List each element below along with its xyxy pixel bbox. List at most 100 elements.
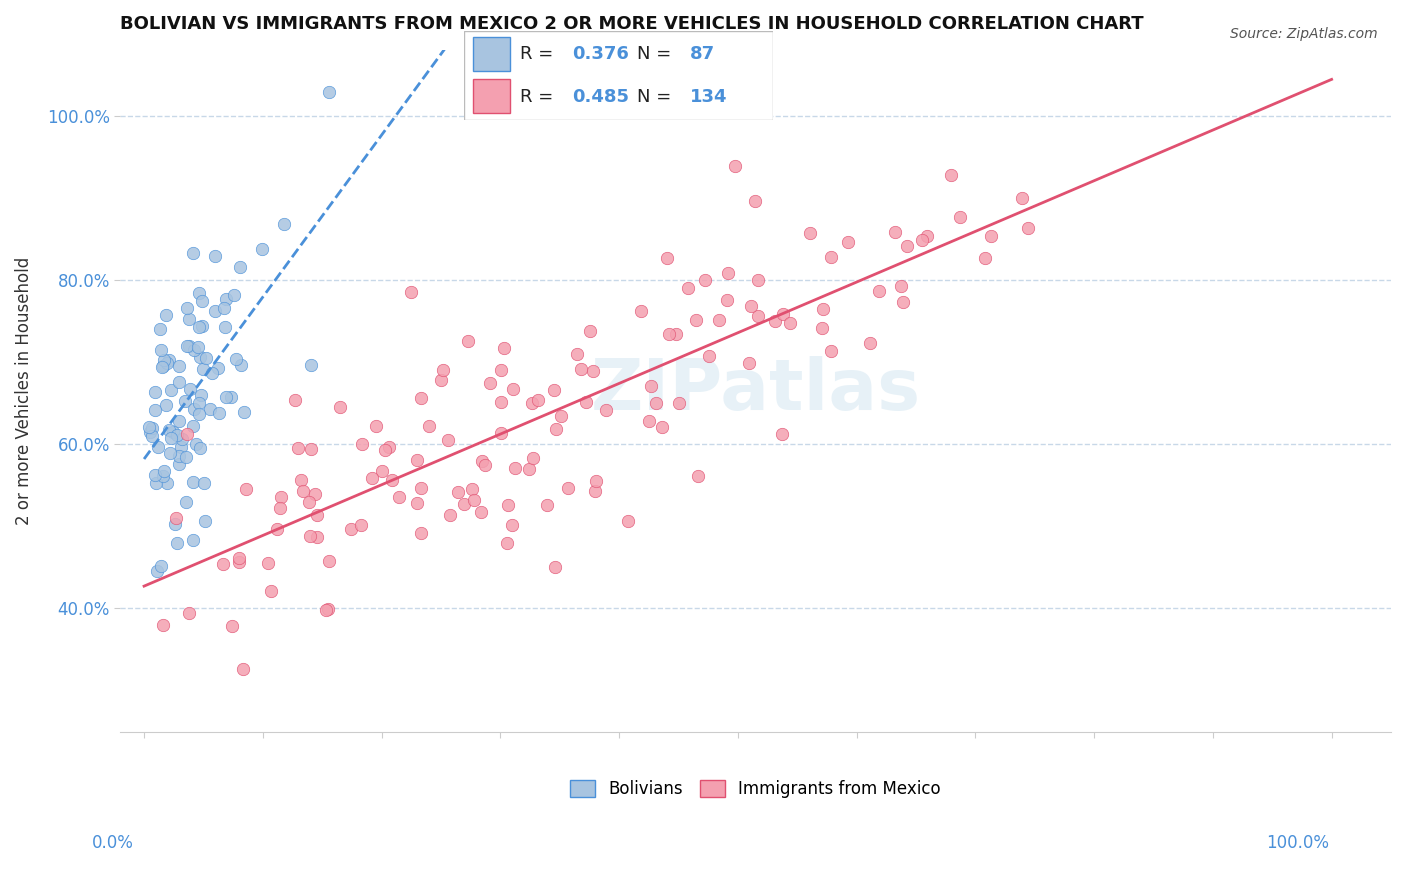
Point	[141, 429, 163, 443]
Point	[457, 334, 479, 349]
Point	[187, 340, 209, 354]
Point	[183, 401, 205, 416]
Point	[176, 339, 198, 353]
Point	[517, 462, 540, 476]
Point	[837, 235, 859, 249]
Point	[411, 525, 433, 540]
Point	[229, 359, 252, 373]
Point	[157, 353, 180, 368]
Bar	[474, 79, 510, 113]
Point	[637, 414, 659, 428]
Point	[496, 499, 519, 513]
Point	[461, 482, 484, 496]
Point	[201, 366, 224, 380]
Point	[644, 396, 666, 410]
Point	[193, 476, 215, 491]
Point	[177, 607, 200, 621]
Point	[143, 384, 166, 399]
Point	[222, 288, 245, 302]
Point	[287, 441, 309, 455]
Point	[211, 558, 233, 572]
Point	[318, 85, 340, 99]
Point	[340, 522, 363, 536]
Point	[478, 376, 501, 390]
Point	[915, 228, 938, 243]
Point	[160, 383, 183, 397]
Text: Source: ZipAtlas.com: Source: ZipAtlas.com	[1230, 27, 1378, 41]
Text: 87: 87	[690, 45, 714, 63]
Point	[173, 394, 195, 409]
Point	[640, 379, 662, 393]
Point	[716, 293, 738, 307]
Bar	[474, 37, 510, 71]
Point	[229, 260, 252, 274]
Point	[143, 402, 166, 417]
Point	[155, 308, 177, 322]
Text: N =: N =	[637, 45, 678, 63]
Point	[501, 517, 523, 532]
Point	[697, 349, 720, 363]
Point	[212, 301, 235, 315]
Point	[232, 405, 254, 419]
Point	[717, 266, 740, 280]
Text: R =: R =	[520, 45, 558, 63]
Point	[204, 250, 226, 264]
Point	[169, 359, 191, 373]
Point	[143, 468, 166, 483]
Point	[187, 285, 209, 300]
Point	[170, 432, 193, 446]
Point	[156, 475, 179, 490]
Point	[194, 351, 217, 366]
Point	[290, 473, 312, 487]
Point	[219, 390, 242, 404]
Point	[159, 445, 181, 459]
Point	[266, 522, 288, 536]
Point	[139, 425, 162, 440]
Point	[215, 292, 238, 306]
Point	[418, 418, 440, 433]
Text: 134: 134	[690, 88, 727, 106]
Point	[811, 301, 834, 316]
Point	[228, 551, 250, 566]
Point	[162, 425, 184, 439]
Point	[298, 495, 321, 509]
Point	[225, 352, 247, 367]
Point	[299, 442, 322, 457]
Point	[259, 584, 281, 599]
Point	[190, 387, 212, 401]
Point	[657, 251, 679, 265]
Point	[595, 402, 617, 417]
Point	[740, 299, 762, 313]
Point	[163, 517, 186, 532]
Point	[583, 484, 606, 499]
Point	[176, 427, 198, 442]
Point	[204, 303, 226, 318]
Point	[859, 336, 882, 351]
Point	[157, 424, 180, 438]
Point	[350, 518, 373, 533]
Point	[949, 210, 972, 224]
Point	[374, 443, 396, 458]
Point	[770, 427, 793, 442]
Point	[152, 359, 174, 373]
Point	[284, 392, 307, 407]
Point	[221, 619, 243, 633]
Point	[167, 457, 190, 471]
Point	[188, 319, 211, 334]
Point	[747, 310, 769, 324]
Point	[550, 409, 572, 424]
Point	[378, 440, 401, 454]
Point	[557, 481, 579, 495]
Point	[910, 233, 932, 247]
Point	[543, 384, 565, 398]
Point	[370, 464, 392, 478]
Point	[184, 437, 207, 451]
Text: BOLIVIAN VS IMMIGRANTS FROM MEXICO 2 OR MORE VEHICLES IN HOUSEHOLD CORRELATION C: BOLIVIAN VS IMMIGRANTS FROM MEXICO 2 OR …	[121, 15, 1144, 33]
Point	[252, 242, 274, 256]
Point	[492, 341, 515, 355]
Point	[315, 603, 337, 617]
Point	[520, 396, 543, 410]
Point	[361, 471, 384, 485]
Point	[820, 250, 842, 264]
Point	[1011, 191, 1033, 205]
